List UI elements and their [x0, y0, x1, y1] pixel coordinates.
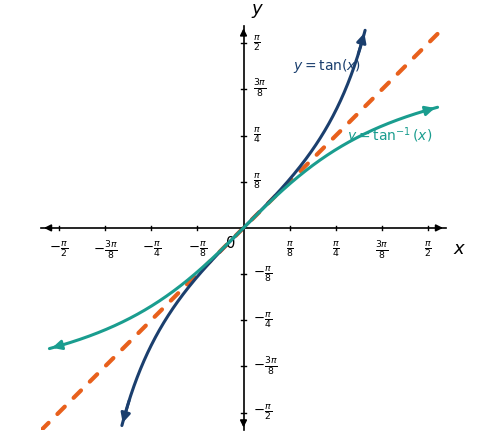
Text: $-\frac{\pi}{2}$: $-\frac{\pi}{2}$ [49, 240, 68, 259]
Text: $-\frac{\pi}{4}$: $-\frac{\pi}{4}$ [142, 240, 161, 259]
Text: $y = \tan^{-1}(x)$: $y = \tan^{-1}(x)$ [347, 126, 432, 147]
Text: $-\frac{\pi}{8}$: $-\frac{\pi}{8}$ [188, 240, 207, 259]
Text: 0: 0 [226, 236, 235, 251]
Text: $-\frac{\pi}{8}$: $-\frac{\pi}{8}$ [253, 265, 272, 284]
Text: $\frac{\pi}{2}$: $\frac{\pi}{2}$ [424, 240, 432, 259]
Text: $-\frac{3\pi}{8}$: $-\frac{3\pi}{8}$ [253, 355, 278, 378]
Text: $\frac{\pi}{2}$: $\frac{\pi}{2}$ [253, 33, 261, 53]
Text: $\mathit{x}$: $\mathit{x}$ [453, 240, 466, 258]
Text: $y = \tan(x)$: $y = \tan(x)$ [293, 57, 361, 74]
Text: $\frac{\pi}{8}$: $\frac{\pi}{8}$ [253, 172, 261, 191]
Text: $-\frac{\pi}{4}$: $-\frac{\pi}{4}$ [253, 310, 272, 330]
Text: $\frac{\pi}{4}$: $\frac{\pi}{4}$ [332, 240, 340, 259]
Text: $-\frac{\pi}{2}$: $-\frac{\pi}{2}$ [253, 403, 272, 423]
Text: $\frac{\pi}{8}$: $\frac{\pi}{8}$ [286, 240, 294, 259]
Text: $-\frac{3\pi}{8}$: $-\frac{3\pi}{8}$ [93, 240, 117, 262]
Text: $\frac{\pi}{4}$: $\frac{\pi}{4}$ [253, 126, 261, 145]
Text: $\frac{3\pi}{8}$: $\frac{3\pi}{8}$ [375, 240, 389, 262]
Text: $\frac{3\pi}{8}$: $\frac{3\pi}{8}$ [253, 78, 266, 100]
Text: $\mathit{y}$: $\mathit{y}$ [250, 2, 264, 20]
